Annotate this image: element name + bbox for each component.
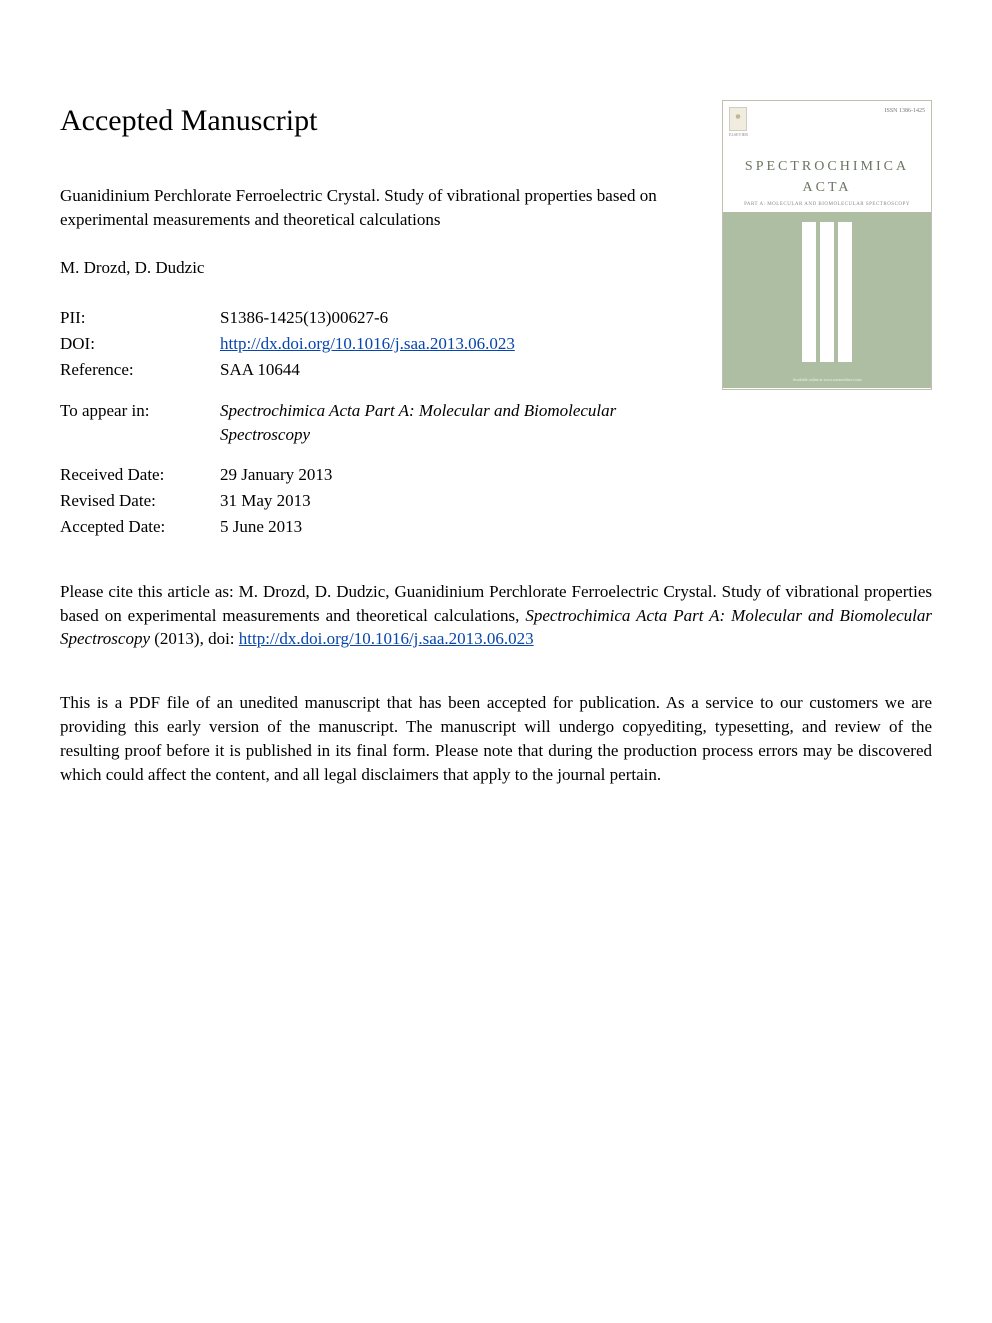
- metadata-table: PII: S1386-1425(13)00627-6 DOI: http://d…: [60, 305, 700, 539]
- cover-title-main: SPECTROCHIMICA: [731, 157, 923, 177]
- cover-body: Available online at www.sciencedirect.co…: [723, 212, 931, 388]
- cover-issn: ISSN 1386-1425: [884, 107, 925, 115]
- article-authors: M. Drozd, D. Dudzic: [60, 256, 700, 280]
- citation-block: Please cite this article as: M. Drozd, D…: [60, 580, 932, 651]
- appearin-label: To appear in:: [60, 383, 220, 448]
- elsevier-label: ELSEVIER: [729, 132, 748, 138]
- appearin-value: Spectrochimica Acta Part A: Molecular an…: [220, 383, 700, 448]
- accepted-manuscript-heading: Accepted Manuscript: [60, 100, 700, 142]
- doi-link[interactable]: http://dx.doi.org/10.1016/j.saa.2013.06.…: [220, 334, 515, 353]
- meta-row-revised: Revised Date: 31 May 2013: [60, 488, 700, 514]
- cover-title-sub: ACTA: [731, 178, 923, 198]
- reference-label: Reference:: [60, 357, 220, 383]
- article-title: Guanidinium Perchlorate Ferroelectric Cr…: [60, 184, 700, 232]
- elsevier-logo-icon: [729, 107, 747, 131]
- meta-row-doi: DOI: http://dx.doi.org/10.1016/j.saa.201…: [60, 331, 700, 357]
- doi-label: DOI:: [60, 331, 220, 357]
- revised-label: Revised Date:: [60, 488, 220, 514]
- cover-footer: Available online at www.sciencedirect.co…: [723, 377, 931, 383]
- revised-value: 31 May 2013: [220, 488, 700, 514]
- disclaimer-text: This is a PDF file of an unedited manusc…: [60, 691, 932, 786]
- meta-row-accepted: Accepted Date: 5 June 2013: [60, 514, 700, 540]
- journal-cover-thumbnail: ELSEVIER ISSN 1386-1425 SPECTROCHIMICA A…: [722, 100, 932, 390]
- pii-value: S1386-1425(13)00627-6: [220, 305, 700, 331]
- received-value: 29 January 2013: [220, 447, 700, 488]
- pii-label: PII:: [60, 305, 220, 331]
- meta-row-appearin: To appear in: Spectrochimica Acta Part A…: [60, 383, 700, 448]
- cite-doi-link[interactable]: http://dx.doi.org/10.1016/j.saa.2013.06.…: [239, 629, 534, 648]
- meta-row-reference: Reference: SAA 10644: [60, 357, 700, 383]
- meta-row-pii: PII: S1386-1425(13)00627-6: [60, 305, 700, 331]
- received-label: Received Date:: [60, 447, 220, 488]
- accepted-value: 5 June 2013: [220, 514, 700, 540]
- accepted-label: Accepted Date:: [60, 514, 220, 540]
- cite-year: (2013), doi:: [150, 629, 239, 648]
- cover-title-part: PART A: MOLECULAR AND BIOMOLECULAR SPECT…: [731, 201, 923, 208]
- cover-spectrum-bars-icon: [802, 222, 852, 362]
- meta-row-received: Received Date: 29 January 2013: [60, 447, 700, 488]
- reference-value: SAA 10644: [220, 357, 700, 383]
